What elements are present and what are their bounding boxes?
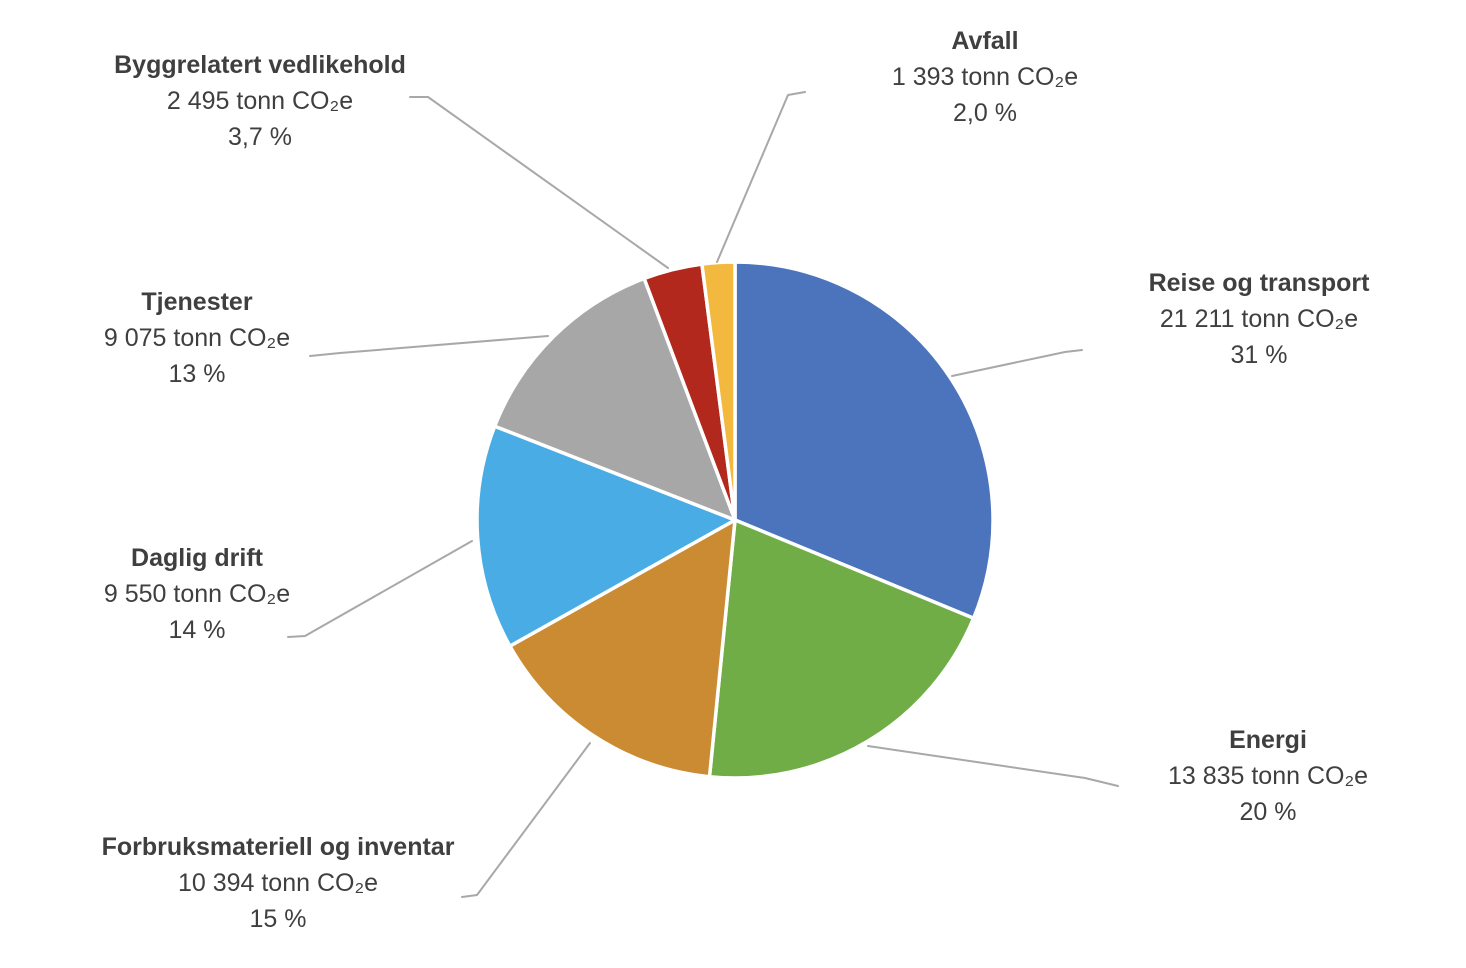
slice-pct: 2,0 % (953, 99, 1017, 127)
slice-label-tjenester: Tjenester 9 075 tonn CO₂e 13 % (104, 284, 290, 392)
leader-line-energi (867, 745, 1119, 787)
slice-label-daglig-drift: Daglig drift 9 550 tonn CO₂e 14 % (104, 540, 290, 648)
leader-line-byggrelatert-vedlikehold (409, 96, 669, 269)
slice-name: Byggrelatert vedlikehold (114, 51, 406, 79)
slice-value: 9 075 tonn CO₂e (103, 324, 291, 352)
slice-name: Forbruksmateriell og inventar (101, 833, 455, 861)
slice-pct: 14 % (168, 616, 226, 644)
slice-pct: 13 % (168, 360, 226, 388)
slice-pct: 20 % (1239, 798, 1297, 826)
slice-value: 10 394 tonn CO₂e (177, 869, 379, 897)
slice-name: Reise og transport (1148, 269, 1370, 297)
slice-label-energi: Energi 13 835 tonn CO₂e 20 % (1168, 722, 1368, 830)
slice-label-avfall: Avfall 1 393 tonn CO₂e 2,0 % (892, 23, 1078, 131)
slice-value: 2 495 tonn CO₂e (166, 87, 354, 115)
slice-pct: 31 % (1230, 341, 1288, 369)
slice-pct: 15 % (249, 905, 307, 933)
slice-name: Tjenester (141, 288, 253, 316)
slice-label-byggrelatert-vedlikehold: Byggrelatert vedlikehold 2 495 tonn CO₂e 3… (114, 47, 406, 155)
pie-slice-tjenester (492, 276, 737, 522)
slice-pct: 3,7 % (228, 123, 292, 151)
pie-slice-reise-og-transport (733, 260, 995, 620)
leader-line-forbruksmateriell-og-inventar (461, 742, 591, 898)
leader-line-avfall (716, 91, 806, 263)
leader-line-tjenester (309, 335, 549, 357)
slice-value: 21 211 tonn CO₂e (1159, 305, 1359, 333)
slice-value: 1 393 tonn CO₂e (891, 63, 1079, 91)
pie-slice-avfall (700, 260, 737, 522)
slice-value: 9 550 tonn CO₂e (103, 580, 291, 608)
slice-name: Energi (1229, 726, 1307, 754)
leader-line-daglig-drift (287, 540, 473, 638)
leader-line-reise-og-transport (951, 349, 1083, 377)
slice-label-reise-og-transport: Reise og transport 21 211 tonn CO₂e 31 % (1149, 265, 1370, 373)
pie-slice-forbruksmateriell-og-inventar (508, 518, 737, 779)
slice-name: Daglig drift (131, 544, 263, 572)
pie-slice-energi (707, 518, 976, 780)
pie-slice-daglig-drift (475, 424, 737, 648)
slice-label-forbruksmateriell-og-inventar: Forbruksmateriell og inventar 10 394 tonn… (102, 829, 455, 937)
slice-value: 13 835 tonn CO₂e (1167, 762, 1369, 790)
slice-name: Avfall (951, 27, 1019, 55)
